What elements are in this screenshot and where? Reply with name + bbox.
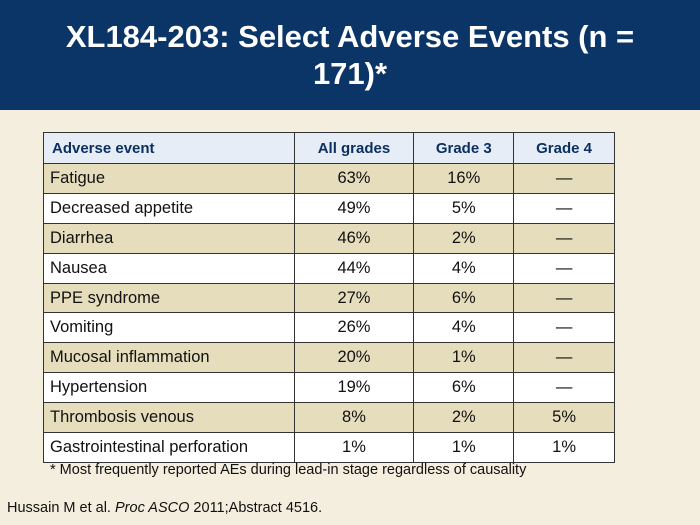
cell-grade-4: 1% <box>513 432 615 463</box>
cell-adverse-event: Thrombosis venous <box>43 402 295 434</box>
cell-adverse-event: Hypertension <box>43 372 295 404</box>
cell-grade-4: — <box>513 372 615 404</box>
cell-grade-3: 2% <box>413 222 515 254</box>
cell-all-grades: 27% <box>293 282 415 314</box>
header-grade-4: Grade 4 <box>513 132 615 164</box>
cell-all-grades: 26% <box>293 312 415 344</box>
citation-journal: Proc ASCO <box>115 500 190 516</box>
cell-all-grades: 20% <box>293 342 415 374</box>
table-row: Fatigue 63% 16% — <box>43 163 615 194</box>
cell-grade-3: 6% <box>413 282 515 314</box>
table-row: Decreased appetite 49% 5% — <box>43 192 615 224</box>
header-all-grades: All grades <box>293 132 415 164</box>
cell-grade-4: — <box>513 342 615 374</box>
slide-title: XL184-203: Select Adverse Events (n = 17… <box>65 19 635 91</box>
cell-grade-3: 5% <box>413 192 515 224</box>
cell-grade-3: 1% <box>413 432 515 463</box>
cell-all-grades: 8% <box>293 402 415 434</box>
cell-grade-3: 6% <box>413 372 515 404</box>
citation: Hussain M et al. Proc ASCO 2011;Abstract… <box>7 500 322 516</box>
cell-all-grades: 19% <box>293 372 415 404</box>
cell-adverse-event: Gastrointestinal perforation <box>43 432 295 463</box>
cell-grade-3: 16% <box>413 163 515 194</box>
citation-authors: Hussain M et al. <box>7 500 115 516</box>
cell-grade-3: 1% <box>413 342 515 374</box>
cell-adverse-event: Mucosal inflammation <box>43 342 295 374</box>
cell-grade-4: 5% <box>513 402 615 434</box>
table-row: Diarrhea 46% 2% — <box>43 222 615 254</box>
cell-grade-4: — <box>513 192 615 224</box>
cell-all-grades: 46% <box>293 222 415 254</box>
cell-adverse-event: Fatigue <box>43 163 295 194</box>
cell-adverse-event: Vomiting <box>43 312 295 344</box>
header-grade-3: Grade 3 <box>413 132 515 164</box>
table-row: Vomiting 26% 4% — <box>43 312 615 344</box>
table-row: Thrombosis venous 8% 2% 5% <box>43 402 615 434</box>
table-row: PPE syndrome 27% 6% — <box>43 282 615 314</box>
cell-adverse-event: Nausea <box>43 252 295 284</box>
cell-grade-3: 4% <box>413 252 515 284</box>
cell-all-grades: 44% <box>293 252 415 284</box>
cell-grade-4: — <box>513 163 615 194</box>
table-row: Gastrointestinal perforation 1% 1% 1% <box>43 432 615 463</box>
cell-adverse-event: Diarrhea <box>43 222 295 254</box>
cell-all-grades: 63% <box>293 163 415 194</box>
table-row: Mucosal inflammation 20% 1% — <box>43 342 615 374</box>
citation-details: 2011;Abstract 4516. <box>189 500 323 516</box>
cell-grade-4: — <box>513 312 615 344</box>
title-bar: XL184-203: Select Adverse Events (n = 17… <box>0 0 700 110</box>
adverse-events-table: Adverse event All grades Grade 3 Grade 4… <box>43 132 615 463</box>
cell-adverse-event: Decreased appetite <box>43 192 295 224</box>
cell-grade-3: 2% <box>413 402 515 434</box>
table-header-row: Adverse event All grades Grade 3 Grade 4 <box>43 132 615 164</box>
cell-all-grades: 49% <box>293 192 415 224</box>
table-row: Nausea 44% 4% — <box>43 252 615 284</box>
footnote: * Most frequently reported AEs during le… <box>50 462 527 478</box>
cell-all-grades: 1% <box>293 432 415 463</box>
cell-grade-3: 4% <box>413 312 515 344</box>
table-row: Hypertension 19% 6% — <box>43 372 615 404</box>
cell-grade-4: — <box>513 252 615 284</box>
cell-adverse-event: PPE syndrome <box>43 282 295 314</box>
cell-grade-4: — <box>513 222 615 254</box>
header-adverse-event: Adverse event <box>43 132 295 164</box>
cell-grade-4: — <box>513 282 615 314</box>
table-body: Fatigue 63% 16% — Decreased appetite 49% 5% — Di… <box>43 163 615 463</box>
